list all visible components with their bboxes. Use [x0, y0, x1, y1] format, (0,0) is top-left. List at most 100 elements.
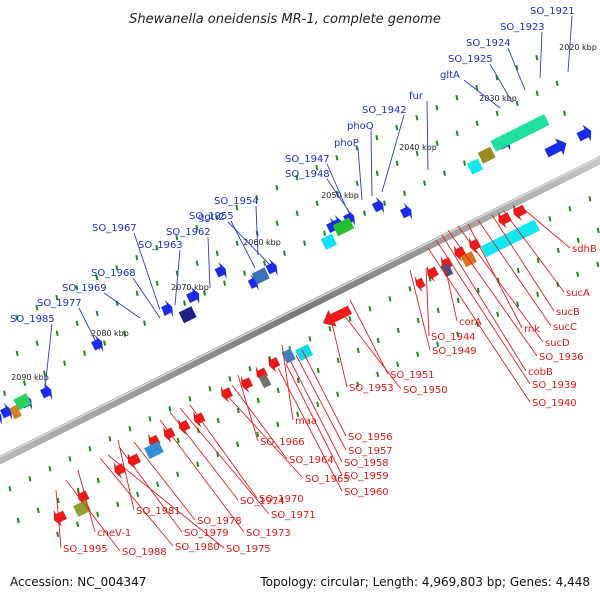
reverse-leader-line [169, 411, 239, 501]
map-title: Shewanella oneidensis MR-1, complete gen… [129, 12, 441, 27]
reverse-leader-line [107, 454, 225, 549]
forward-gene-label: SO_1948 [285, 169, 330, 180]
track-tick [568, 206, 572, 212]
reverse-gene-label: SO_1995 [63, 544, 108, 555]
track-tick [535, 54, 539, 61]
forward-gene-label: fur [409, 91, 424, 102]
reverse-gene-label: SO_1966 [260, 437, 305, 448]
reverse-gene-arrow [162, 426, 176, 443]
reverse-gene-label: SO_1953 [349, 383, 394, 394]
track-tick [36, 507, 40, 514]
track-tick [255, 194, 259, 201]
track-tick [35, 304, 39, 311]
reverse-leader-line [457, 225, 544, 343]
reverse-gene-label: SO_1988 [122, 547, 167, 558]
track-tick [216, 417, 220, 424]
forward-leader-line [357, 147, 363, 201]
track-tick [536, 257, 540, 264]
reverse-gene-arrow [426, 265, 440, 283]
reverse-leader-line [295, 354, 347, 451]
track-tick [408, 286, 412, 292]
track-tick [463, 160, 467, 166]
forward-gene-block [320, 233, 337, 250]
forward-leader-line [103, 292, 141, 319]
track-tick [416, 351, 420, 357]
reverse-leader-line [519, 205, 571, 249]
kbp-tick-label: 2020 kbp [559, 43, 597, 52]
track-tick [176, 471, 180, 477]
track-tick [8, 486, 12, 492]
track-tick [28, 476, 32, 482]
forward-gene-label: SO_1968 [91, 268, 136, 279]
track-tick [275, 184, 279, 191]
reverse-leader-line [281, 344, 294, 421]
track-tick [3, 390, 7, 396]
track-tick [256, 397, 260, 404]
track-tick [435, 104, 439, 111]
track-tick [275, 220, 279, 226]
track-tick [576, 271, 580, 277]
forward-gene-arrow [247, 274, 260, 291]
track-tick [195, 224, 199, 231]
reverse-gene-label: SO_1970 [259, 494, 304, 505]
track-tick [148, 416, 152, 422]
track-tick [56, 497, 60, 504]
track-tick [496, 311, 500, 317]
forward-gene-label: ggt-2 [198, 212, 225, 223]
track-tick [396, 361, 400, 367]
track-tick [76, 521, 80, 527]
track-tick [455, 94, 459, 101]
backbone-highlight [0, 156, 600, 458]
track-tick [436, 341, 440, 347]
track-tick [515, 64, 519, 71]
reverse-leader-line [237, 374, 259, 442]
track-tick [355, 144, 359, 151]
track-tick [356, 347, 360, 354]
track-tick [556, 247, 560, 254]
track-tick [156, 481, 160, 487]
forward-gene-label: SO_1923 [500, 22, 545, 33]
forward-gene-label: SO_1962 [166, 227, 211, 238]
accession-text: Accession: NC_004347 [10, 575, 146, 589]
track-tick [335, 154, 339, 161]
track-tick [55, 294, 59, 301]
reverse-leader-line [477, 219, 552, 327]
track-tick [455, 130, 459, 136]
reverse-leader-line [77, 469, 96, 533]
track-tick [95, 310, 99, 316]
track-tick [215, 250, 219, 256]
forward-gene-label: SO_1969 [62, 283, 107, 294]
map-layer: 2020 kbp 2030 kbp 2040 kbp 2050 kbp 2060 kbp… [0, 6, 600, 558]
reverse-leader-line [285, 363, 343, 476]
track-tick [388, 296, 392, 302]
track-tick [155, 244, 159, 251]
track-tick [256, 431, 260, 437]
track-tick [235, 204, 239, 211]
forward-leader-line [207, 236, 211, 289]
reverse-gene-arrow [127, 452, 142, 470]
forward-gene-block [13, 393, 32, 411]
track-tick [363, 210, 367, 216]
forward-gene-block [477, 146, 496, 164]
track-tick [355, 180, 359, 186]
track-tick [223, 280, 227, 286]
track-tick [116, 501, 120, 507]
track-tick [175, 234, 179, 241]
track-tick [316, 367, 320, 374]
reverse-gene-arrow [192, 411, 206, 428]
track-tick [515, 100, 519, 106]
reverse-gene-block [144, 441, 164, 459]
kbp-tick-label: 2040 kbp [399, 143, 437, 152]
forward-gene-arrow [575, 124, 592, 142]
forward-leader-line [539, 31, 543, 79]
track-tick [63, 360, 67, 366]
track-tick [16, 517, 20, 524]
reverse-gene-label: SO_1981 [136, 506, 181, 517]
reverse-leader-line [441, 234, 527, 372]
track-tick [308, 336, 312, 342]
reverse-gene-label: SO_1940 [532, 398, 577, 409]
reverse-gene-label: SO_1936 [539, 352, 584, 363]
track-tick [183, 300, 187, 306]
track-tick [276, 387, 280, 394]
